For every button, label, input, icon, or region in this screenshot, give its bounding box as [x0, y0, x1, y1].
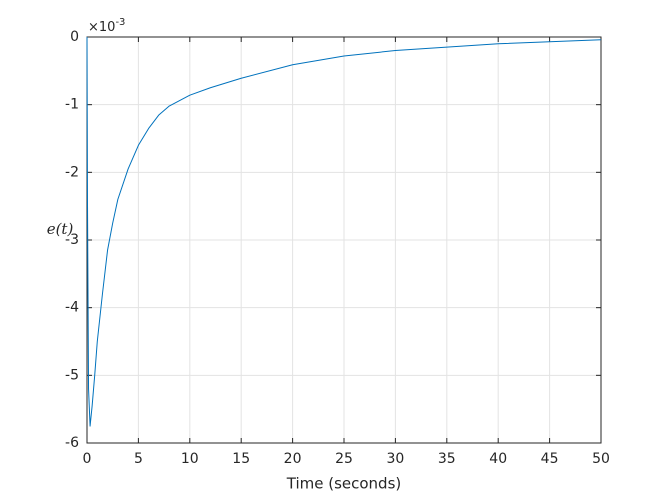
y-tick-label: -1	[65, 97, 79, 113]
y-exponent-label: ×10-3	[88, 17, 125, 35]
axes-box	[86, 36, 602, 444]
data-line	[86, 36, 602, 427]
y-tick-label: 0	[70, 29, 79, 45]
x-axis-label: Time (seconds)	[286, 475, 402, 493]
x-tick-label: 0	[83, 451, 92, 467]
x-tick-label: 15	[232, 451, 250, 467]
x-tick-label: 45	[541, 451, 559, 467]
x-tick-label: 20	[284, 451, 302, 467]
y-axis-label: e(t)	[47, 220, 74, 238]
y-tick-label: -3	[65, 232, 79, 248]
x-tick-label: 10	[181, 451, 199, 467]
x-tick-label: 25	[335, 451, 353, 467]
x-tick-label: 35	[438, 451, 456, 467]
y-tick-label: -2	[65, 164, 79, 180]
x-tick-label: 5	[134, 451, 143, 467]
x-tick-label: 40	[489, 451, 507, 467]
y-tick-label: -6	[65, 435, 79, 451]
y-tick-label: -5	[65, 367, 79, 383]
y-tick-label: -4	[65, 300, 79, 316]
x-tick-label: 50	[592, 451, 610, 467]
x-tick-label: 30	[386, 451, 404, 467]
exponent-power: -3	[115, 17, 125, 28]
exponent-base: ×10	[88, 20, 115, 35]
